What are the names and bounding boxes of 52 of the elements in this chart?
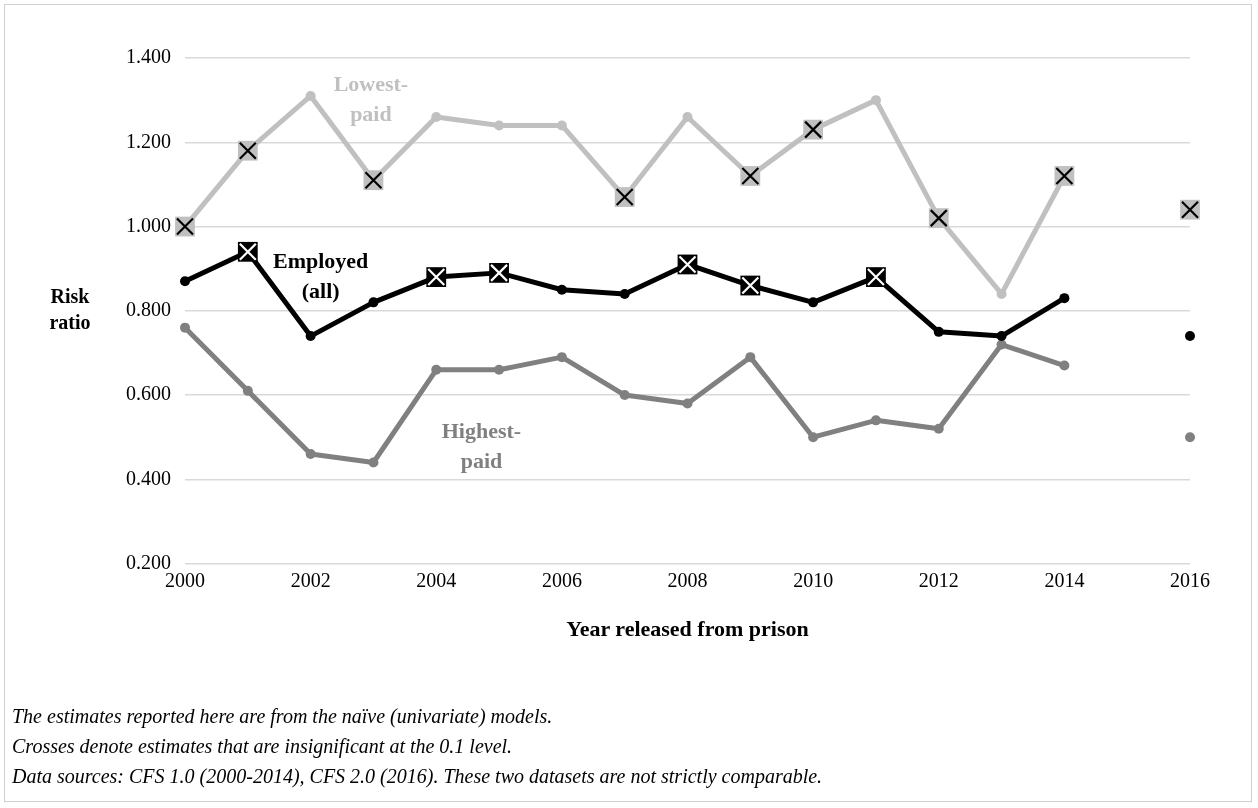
y-tick-label: 0.600 <box>126 382 171 405</box>
y-tick-label: 1.000 <box>126 213 171 236</box>
y-tick-label: 1.400 <box>126 45 171 68</box>
point <box>1059 293 1070 304</box>
series-label: Highest-paid <box>441 417 522 473</box>
point <box>556 120 567 131</box>
text: Data sources: CFS 1.0 (2000-2014), CFS 2.0 (2016). These two datasets are not strictly comparable. <box>11 765 823 789</box>
point <box>870 415 881 426</box>
point <box>368 457 379 468</box>
point <box>305 90 316 101</box>
point <box>556 284 567 295</box>
point <box>933 326 944 337</box>
point <box>556 352 567 363</box>
x-tick-label: 2014 <box>1044 568 1085 591</box>
point <box>305 331 316 342</box>
x-tick-label: 2012 <box>918 568 959 591</box>
point <box>431 364 442 375</box>
point <box>1185 432 1195 443</box>
x-tick-label: 2016 <box>1170 568 1210 591</box>
point <box>242 385 253 396</box>
y-tick-label: 0.400 <box>126 466 171 489</box>
text: Crosses denote estimates that are insignificant at the 0.1 level. <box>12 735 513 759</box>
x-tick-label: 2002 <box>290 568 331 591</box>
point <box>1059 360 1070 371</box>
point <box>996 331 1007 342</box>
x-axis-title: Year released from prison <box>566 616 809 642</box>
point <box>1185 331 1195 342</box>
x-tick-label: 2006 <box>541 568 582 591</box>
y-tick-label: 0.800 <box>126 298 171 321</box>
series-label: Employed (all) <box>273 248 369 304</box>
point <box>870 95 881 106</box>
text: The estimates reported here are from the naïve (univariate) models. <box>12 705 553 729</box>
point <box>682 111 693 122</box>
series-label: Lowest-paid <box>333 71 409 127</box>
point <box>368 297 379 308</box>
x-tick-label: 2008 <box>667 568 708 591</box>
x-tick-label: 2004 <box>416 568 457 591</box>
point <box>619 390 630 401</box>
point <box>431 111 442 122</box>
point <box>619 288 630 299</box>
y-tick-label: 1.200 <box>126 129 171 152</box>
point <box>305 449 316 460</box>
point <box>808 432 819 443</box>
y-axis-title: Risk ratio <box>49 284 91 333</box>
x-tick-label: 2010 <box>793 568 834 591</box>
point <box>808 297 819 308</box>
point <box>745 352 756 363</box>
point <box>180 276 190 287</box>
point <box>933 423 944 434</box>
point <box>180 322 190 333</box>
point <box>494 364 505 375</box>
point <box>682 398 693 409</box>
